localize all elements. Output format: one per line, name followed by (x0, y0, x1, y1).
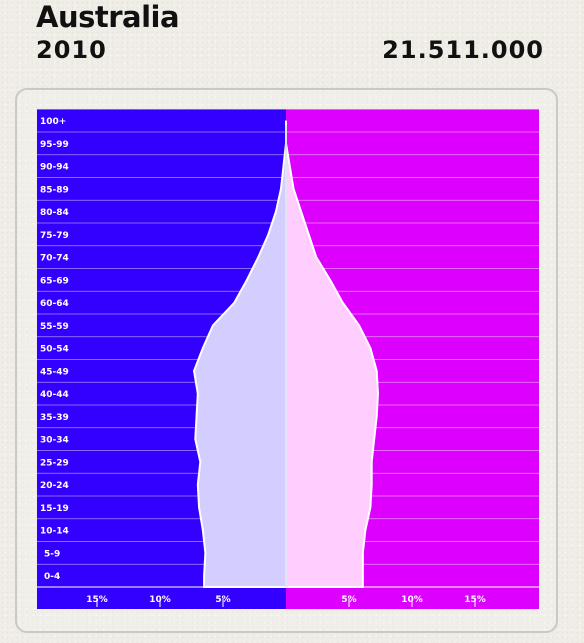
population-pyramid-chart: 0-4 5-9 10-14 15-19 20-24 25-29 30-34 35-39 40-4… (37, 109, 539, 609)
country-title: Australia (36, 0, 180, 34)
age-group-label: 100+ (40, 117, 66, 127)
age-labels: 0-4 5-9 10-14 15-19 20-24 25-29 30-34 35-39 40-4… (40, 117, 69, 582)
age-group-label: 75-79 (40, 231, 69, 241)
age-group-label: 30-34 (40, 436, 69, 446)
tick-label: 5% (215, 595, 230, 605)
age-group-label: 15-19 (40, 504, 69, 514)
tick-label: 10% (149, 595, 171, 605)
age-group-label: 0-4 (44, 572, 60, 582)
age-group-label: 70-74 (40, 254, 69, 264)
age-group-label: 10-14 (40, 527, 69, 537)
tick-label: 10% (401, 595, 423, 605)
tick-label: 5% (341, 595, 356, 605)
age-group-label: 25-29 (40, 458, 69, 468)
age-group-label: 5-9 (44, 549, 60, 559)
age-group-label: 90-94 (40, 163, 69, 173)
age-group-label: 35-39 (40, 413, 69, 423)
age-group-label: 85-89 (40, 185, 69, 195)
year-label: 2010 (36, 36, 107, 64)
age-group-label: 95-99 (40, 140, 69, 150)
tick-label: 15% (464, 595, 486, 605)
age-group-label: 60-64 (40, 299, 69, 309)
male-population-area (192, 120, 287, 588)
x-axis-ticks: 15% 10% 5% 5% 10% 15% (86, 595, 486, 607)
age-group-label: 65-69 (40, 276, 69, 286)
age-group-label: 20-24 (40, 481, 69, 491)
age-group-label: 80-84 (40, 208, 69, 218)
female-population-area (285, 120, 379, 588)
age-group-label: 40-44 (40, 390, 69, 400)
population-total: 21.511.000 (382, 36, 544, 64)
age-group-label: 45-49 (40, 367, 69, 377)
age-group-label: 55-59 (40, 322, 69, 332)
tick-label: 15% (86, 595, 108, 605)
age-group-label: 50-54 (40, 345, 69, 355)
